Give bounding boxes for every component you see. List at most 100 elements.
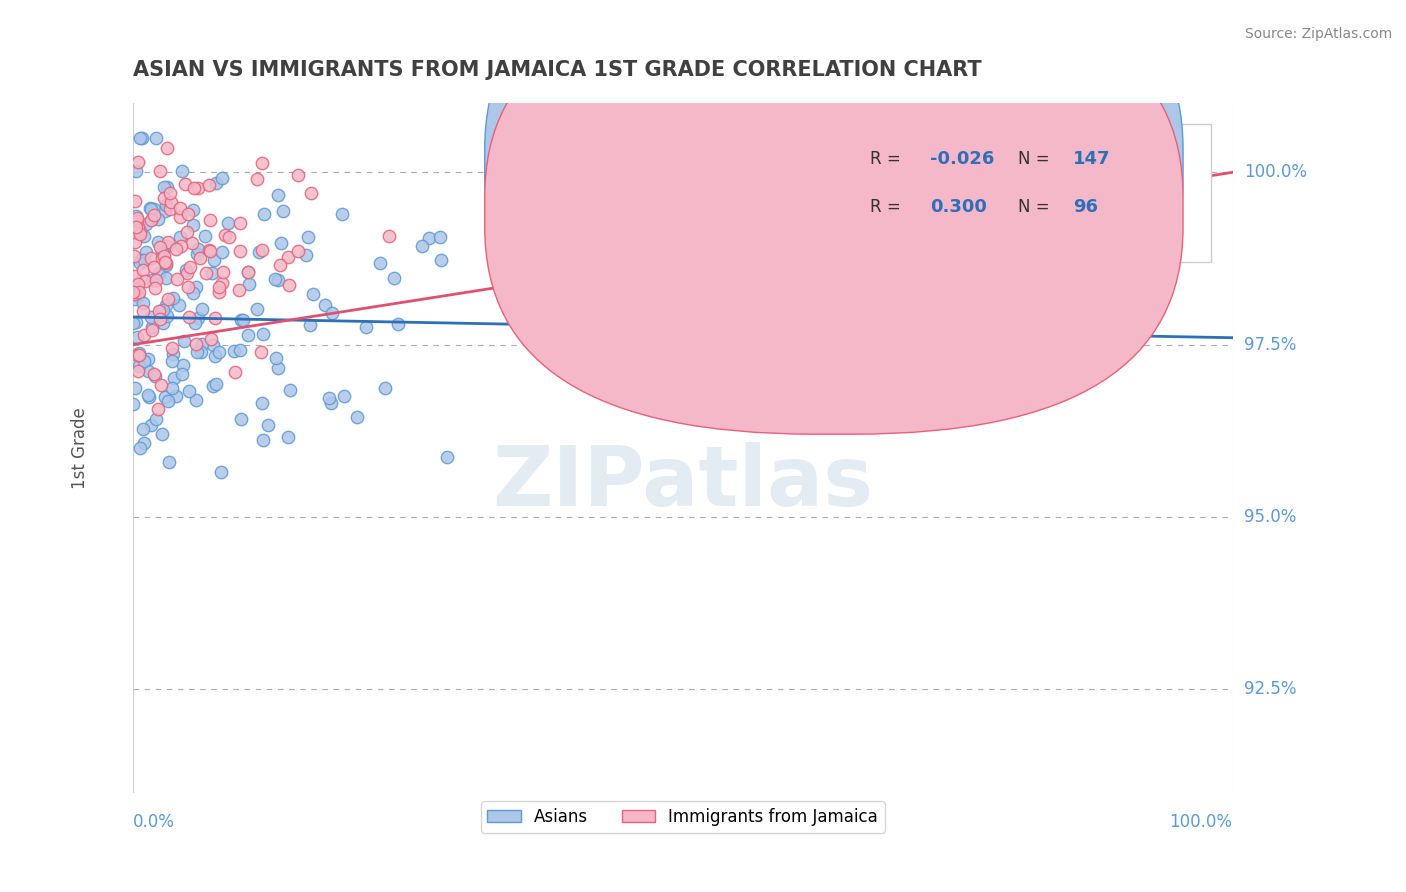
Point <box>128 441 150 455</box>
Point <box>157 292 180 306</box>
Point <box>194 228 217 243</box>
Point <box>231 412 253 426</box>
Point <box>181 202 204 217</box>
Point <box>148 266 170 280</box>
Point <box>228 283 250 297</box>
Point <box>298 318 321 332</box>
Point <box>270 236 292 251</box>
Point <box>229 313 252 327</box>
Point <box>209 465 232 479</box>
Point <box>153 390 176 404</box>
Point <box>122 285 145 300</box>
Point <box>267 361 290 376</box>
Point <box>184 337 207 351</box>
Point <box>132 304 155 318</box>
Point <box>503 309 526 323</box>
Point <box>160 381 183 395</box>
Text: R =: R = <box>870 198 905 216</box>
Point <box>135 244 157 259</box>
Point <box>139 310 162 325</box>
Point <box>163 371 186 385</box>
Point <box>271 204 294 219</box>
Text: 100.0%: 100.0% <box>1170 814 1233 831</box>
Point <box>142 367 165 381</box>
Point <box>177 280 200 294</box>
Point <box>187 310 209 325</box>
Point <box>162 347 184 361</box>
Point <box>156 310 179 324</box>
Point <box>155 258 177 272</box>
Point <box>202 253 225 268</box>
Point <box>201 266 224 280</box>
Point <box>211 276 233 290</box>
Point <box>122 285 145 300</box>
Point <box>287 244 309 258</box>
Point <box>190 336 212 351</box>
Point <box>252 243 274 257</box>
Point <box>198 213 221 227</box>
Point <box>333 389 356 403</box>
Point <box>152 303 174 318</box>
Point <box>148 212 170 227</box>
Point <box>150 244 173 259</box>
Point <box>264 351 287 366</box>
Point <box>157 393 180 408</box>
Point <box>149 311 172 326</box>
Point <box>184 316 207 330</box>
Point <box>136 351 159 366</box>
Point <box>124 315 146 329</box>
Point <box>131 131 153 145</box>
Point <box>356 320 378 334</box>
Point <box>181 285 204 300</box>
Point <box>124 287 146 301</box>
Point <box>141 319 163 334</box>
Point <box>211 171 233 186</box>
Point <box>177 384 200 398</box>
Point <box>181 235 204 250</box>
Point <box>198 243 221 257</box>
Point <box>152 249 174 263</box>
Point <box>247 244 270 259</box>
Point <box>204 310 226 325</box>
Point <box>149 240 172 254</box>
Point <box>122 396 145 410</box>
Point <box>278 384 301 398</box>
Point <box>125 219 148 234</box>
Point <box>143 260 166 275</box>
Point <box>250 344 273 359</box>
Text: 0.300: 0.300 <box>931 198 987 216</box>
Point <box>202 338 225 352</box>
Text: -0.026: -0.026 <box>931 150 994 168</box>
Text: 92.5%: 92.5% <box>1244 681 1296 698</box>
Point <box>160 341 183 355</box>
Point <box>170 367 193 381</box>
Point <box>176 225 198 239</box>
Point <box>384 271 406 285</box>
Point <box>330 207 353 221</box>
Point <box>224 343 246 358</box>
Point <box>169 201 191 215</box>
Point <box>124 194 146 208</box>
Point <box>224 365 246 379</box>
Text: N =: N = <box>1018 198 1050 216</box>
Point <box>166 272 188 286</box>
Point <box>236 265 259 279</box>
Point <box>124 235 146 249</box>
Point <box>287 168 309 182</box>
Point <box>253 207 276 221</box>
Point <box>204 377 226 392</box>
Point <box>190 344 212 359</box>
Point <box>252 327 274 342</box>
Point <box>188 251 211 265</box>
Point <box>238 277 260 292</box>
Point <box>229 244 252 259</box>
Point <box>159 202 181 216</box>
Point <box>429 230 451 244</box>
Point <box>174 177 197 191</box>
Point <box>204 349 226 363</box>
Point <box>141 212 163 227</box>
Point <box>127 277 149 291</box>
Point <box>179 310 201 324</box>
Point <box>128 346 150 360</box>
Text: 96: 96 <box>1073 198 1098 216</box>
